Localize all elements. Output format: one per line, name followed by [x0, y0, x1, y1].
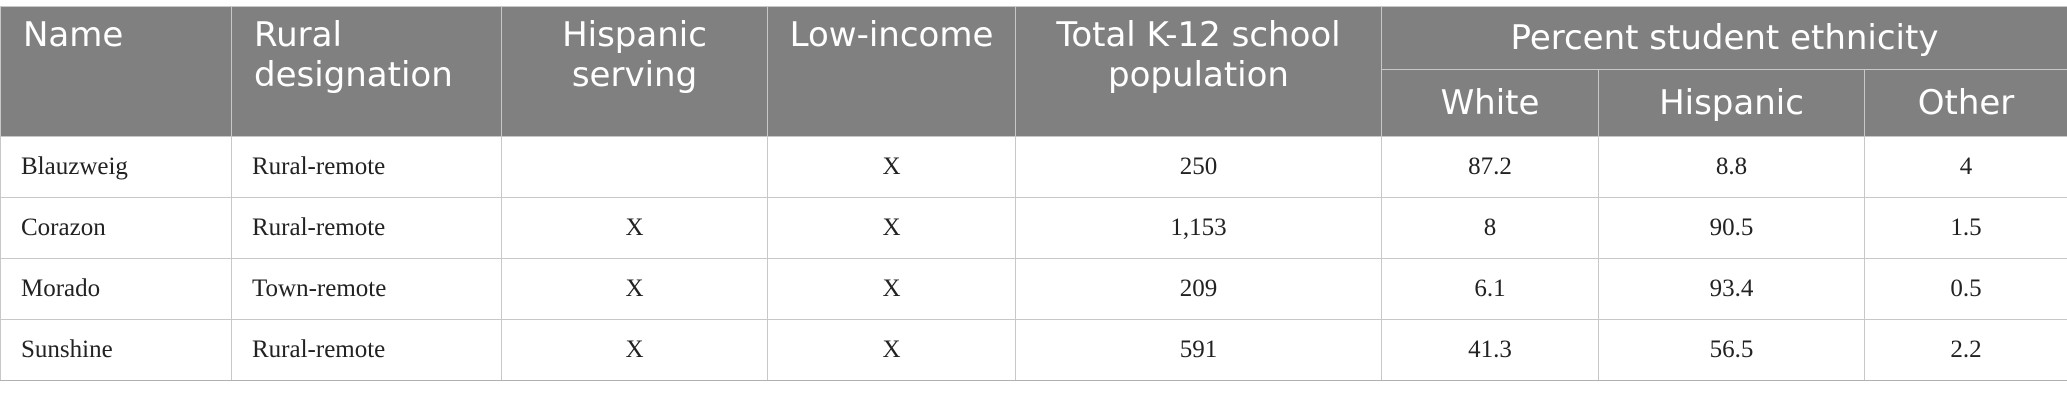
header-ethnicity-group: Percent student ethnicity — [1380, 6, 2067, 70]
cell-hispanic: 8.8 — [1598, 136, 1865, 198]
cell-rural-designation: Town-remote — [231, 258, 502, 320]
cell-total-population: 250 — [1015, 136, 1382, 198]
cell-hispanic: 93.4 — [1598, 258, 1865, 320]
cell-hispanic: 90.5 — [1598, 197, 1865, 259]
table-body: Blauzweig Rural-remote X 250 87.2 8.8 4 … — [0, 136, 2067, 381]
header-total-population: Total K-12 school population — [1015, 6, 1382, 137]
cell-other: 2.2 — [1863, 319, 2067, 381]
header-white: White — [1381, 69, 1599, 137]
cell-hispanic-serving: X — [501, 319, 768, 381]
cell-rural-designation: Rural-remote — [231, 197, 502, 259]
cell-low-income: X — [767, 136, 1016, 198]
cell-white: 8 — [1381, 197, 1599, 259]
cell-other: 4 — [1863, 136, 2067, 198]
cell-hispanic-serving — [501, 136, 768, 198]
cell-name: Corazon — [0, 197, 232, 259]
cell-hispanic-serving: X — [501, 258, 768, 320]
cell-other: 0.5 — [1863, 258, 2067, 320]
cell-hispanic: 56.5 — [1598, 319, 1865, 381]
table-row: Sunshine Rural-remote X X 591 41.3 56.5 … — [0, 319, 2067, 381]
cell-low-income: X — [767, 197, 1016, 259]
table-row: Corazon Rural-remote X X 1,153 8 90.5 1.… — [0, 197, 2067, 259]
table-row: Blauzweig Rural-remote X 250 87.2 8.8 4 — [0, 136, 2067, 198]
header-name: Name — [0, 6, 232, 137]
cell-rural-designation: Rural-remote — [231, 136, 502, 198]
header-other: Other — [1863, 69, 2067, 137]
cell-low-income: X — [767, 258, 1016, 320]
data-table: Name Rural designation Hispanic serving … — [0, 6, 2067, 381]
cell-name: Blauzweig — [0, 136, 232, 198]
cell-hispanic-serving: X — [501, 197, 768, 259]
header-rural-designation: Rural designation — [231, 6, 502, 137]
table-row: Morado Town-remote X X 209 6.1 93.4 0.5 — [0, 258, 2067, 320]
header-hispanic: Hispanic — [1598, 69, 1865, 137]
header-low-income: Low-income — [767, 6, 1016, 137]
cell-name: Sunshine — [0, 319, 232, 381]
table-header: Name Rural designation Hispanic serving … — [0, 6, 2067, 137]
cell-total-population: 209 — [1015, 258, 1382, 320]
cell-total-population: 1,153 — [1015, 197, 1382, 259]
header-hispanic-serving: Hispanic serving — [501, 6, 768, 137]
cell-name: Morado — [0, 258, 232, 320]
cell-white: 87.2 — [1381, 136, 1599, 198]
cell-other: 1.5 — [1863, 197, 2067, 259]
cell-white: 41.3 — [1381, 319, 1599, 381]
cell-rural-designation: Rural-remote — [231, 319, 502, 381]
cell-low-income: X — [767, 319, 1016, 381]
cell-total-population: 591 — [1015, 319, 1382, 381]
cell-white: 6.1 — [1381, 258, 1599, 320]
